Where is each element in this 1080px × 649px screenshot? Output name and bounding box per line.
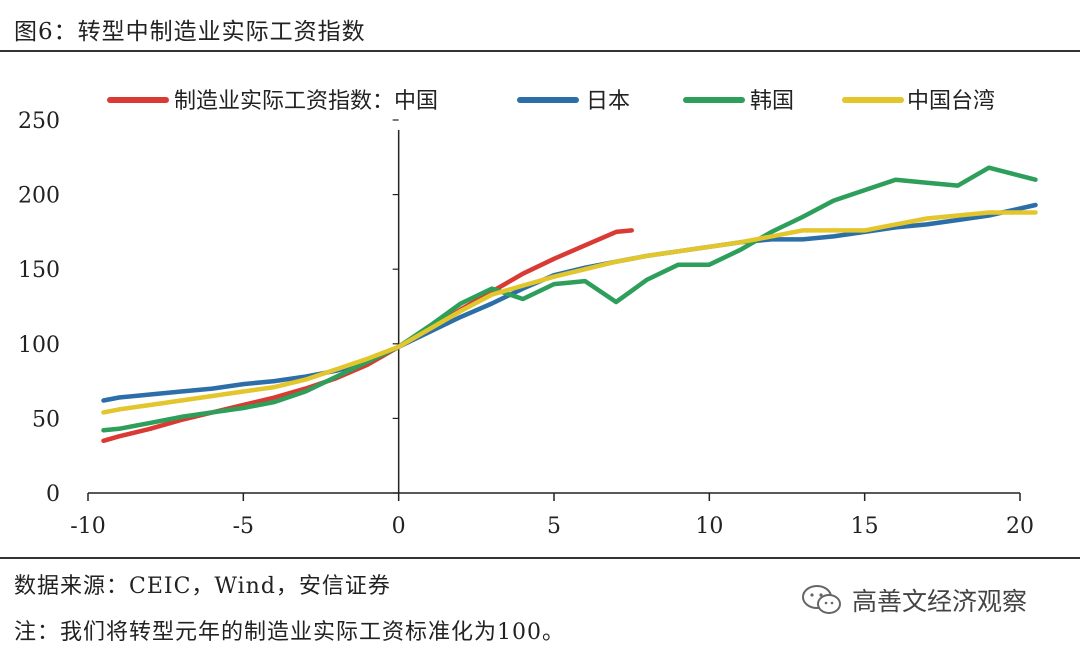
y-tick-label: 0 xyxy=(46,482,60,507)
top-divider xyxy=(0,50,1080,52)
x-tick-label: 20 xyxy=(1006,514,1034,539)
x-tick-label: 5 xyxy=(547,514,561,539)
series-line-2 xyxy=(101,165,1038,433)
chart-title: 图6：转型中制造业实际工资指数 xyxy=(14,19,366,45)
source-note: 数据来源：CEIC，Wind，安信证券 xyxy=(14,574,391,599)
series-line-0 xyxy=(101,228,634,444)
series-group xyxy=(101,165,1038,444)
x-tick-label: -10 xyxy=(70,514,105,539)
line-chart: 制造业实际工资指数：中国 日本 韩国 中国台湾 -10 -5 0 5 10 15 20050100… xyxy=(18,89,1038,539)
legend-label-0: 制造业实际工资指数：中国 xyxy=(174,89,438,114)
x-tick-label: -5 xyxy=(233,514,254,539)
y-tick-label: 100 xyxy=(18,333,60,358)
footnote: 注：我们将转型元年的制造业实际工资标准化为100。 xyxy=(14,620,565,645)
watermark: 高善文经济观察 xyxy=(800,582,1027,618)
legend-label-2: 韩国 xyxy=(750,89,794,114)
y-tick-label: 50 xyxy=(32,407,60,432)
watermark-text: 高善文经济观察 xyxy=(852,587,1028,616)
bottom-divider xyxy=(0,557,1080,559)
legend-label-3: 中国台湾 xyxy=(907,89,995,114)
series-line-1 xyxy=(101,202,1038,403)
y-tick-label: 200 xyxy=(18,184,60,209)
y-tick-label: 150 xyxy=(18,258,60,283)
y-tick-label: 250 xyxy=(18,109,60,134)
wechat-logo-icon xyxy=(802,585,841,614)
legend-label-1: 日本 xyxy=(586,89,630,114)
legend: 制造业实际工资指数：中国 日本 韩国 中国台湾 xyxy=(107,89,995,114)
x-tick-label: 15 xyxy=(851,514,879,539)
x-tick-label: 10 xyxy=(695,514,723,539)
series-line-3 xyxy=(101,210,1038,415)
x-tick-label: 0 xyxy=(392,514,406,539)
